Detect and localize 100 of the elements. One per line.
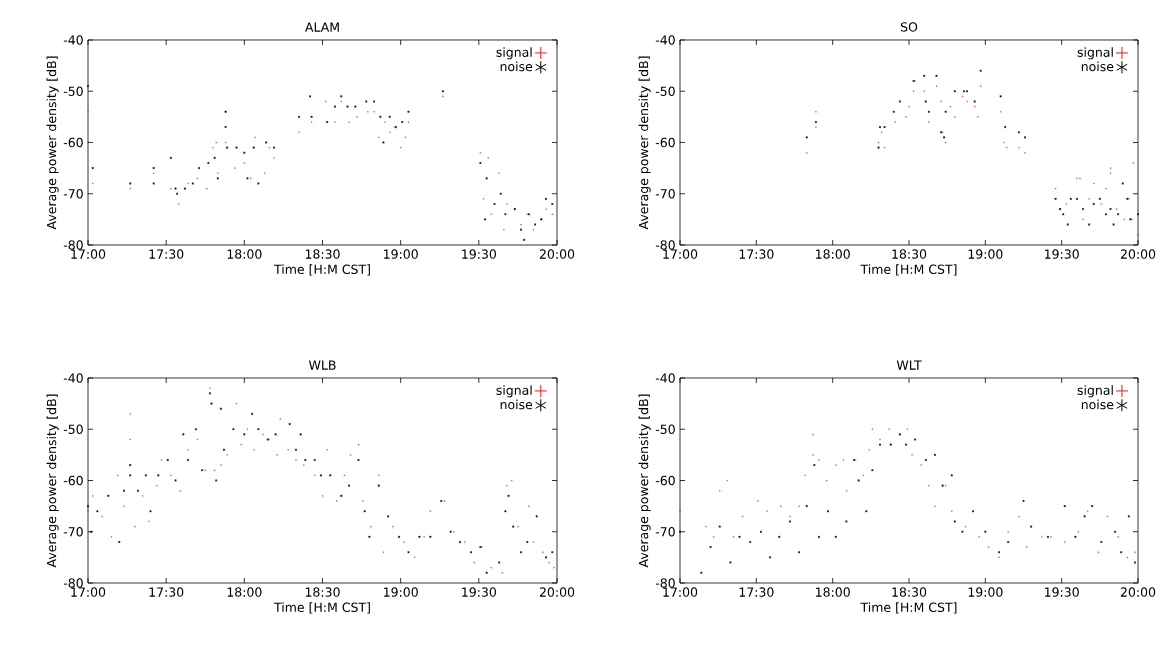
point	[933, 505, 937, 508]
y-tick-label: -60	[655, 137, 675, 148]
y-axis-title: Average power density [dB]	[46, 56, 59, 230]
point	[254, 136, 257, 139]
legend-label: signal	[1077, 385, 1113, 398]
x-tick-label: 20:00	[1120, 587, 1156, 597]
x-axis-title: Time [H:M CST]	[273, 602, 370, 614]
point	[333, 120, 337, 124]
point	[888, 428, 891, 431]
point	[177, 202, 180, 206]
point	[187, 182, 190, 185]
point	[348, 120, 351, 124]
legend-label: noise	[500, 399, 533, 410]
point	[765, 510, 769, 513]
x-tick-label: 19:00	[384, 249, 418, 259]
point	[1077, 530, 1080, 533]
point	[911, 453, 914, 456]
point	[1025, 546, 1028, 549]
point	[505, 202, 509, 206]
x-tick-label: 17:00	[663, 249, 698, 259]
point	[1092, 182, 1095, 185]
point	[152, 172, 155, 175]
point	[998, 556, 1001, 559]
point	[678, 510, 682, 513]
point	[1082, 218, 1085, 221]
point	[834, 464, 837, 467]
point	[216, 172, 219, 175]
x-tick-label: 17:00	[71, 587, 106, 597]
point	[1136, 233, 1140, 236]
point	[814, 110, 817, 113]
point	[732, 535, 735, 538]
y-tick-label: -70	[63, 527, 83, 537]
point	[520, 223, 523, 226]
chart-title: WLB	[308, 360, 336, 370]
point	[814, 126, 817, 129]
point	[1088, 197, 1091, 200]
point	[441, 95, 444, 98]
point	[987, 546, 990, 549]
chart-title: WLT	[896, 360, 922, 370]
point	[811, 433, 814, 436]
point	[366, 110, 369, 113]
point	[953, 115, 956, 118]
x-tick-label: 17:00	[71, 249, 106, 259]
point	[704, 525, 708, 528]
point	[976, 115, 979, 118]
point	[1017, 515, 1020, 518]
point	[779, 505, 782, 508]
point	[811, 453, 814, 456]
point	[212, 146, 215, 149]
point	[907, 105, 911, 108]
point	[1063, 540, 1066, 544]
point	[373, 110, 376, 113]
point	[1017, 146, 1020, 149]
point	[1065, 202, 1068, 206]
legend-label: noise	[1081, 399, 1114, 410]
y-tick-label: -50	[655, 86, 675, 96]
point	[272, 156, 276, 159]
point	[927, 120, 930, 124]
x-tick-label: 17:30	[149, 249, 184, 259]
point	[842, 458, 845, 462]
x-tick-label: 20:00	[539, 249, 575, 259]
x-tick-label: 18:30	[892, 249, 927, 259]
legend-label: noise	[1081, 61, 1114, 72]
x-tick-label: 19:30	[1045, 249, 1079, 259]
point	[263, 172, 266, 175]
point	[949, 105, 952, 108]
x-tick-label: 20:00	[1120, 249, 1156, 259]
y-axis-title: Average power density [dB]	[46, 394, 59, 568]
point	[1104, 187, 1107, 190]
point	[878, 438, 882, 441]
point	[788, 515, 791, 518]
point	[904, 115, 907, 118]
point	[868, 448, 871, 451]
point	[215, 141, 218, 144]
point	[498, 172, 501, 175]
point	[1133, 551, 1137, 554]
point	[1115, 208, 1118, 211]
x-tick-label: 18:30	[305, 249, 340, 259]
x-tick-label: 18:30	[892, 587, 927, 597]
point	[129, 187, 132, 190]
y-tick-label: -40	[63, 373, 83, 383]
chart-title: ALAM	[305, 22, 339, 32]
y-tick-label: -50	[655, 424, 675, 434]
y-tick-label: -80	[655, 240, 675, 250]
point	[1040, 535, 1043, 538]
y-tick-label: -60	[63, 475, 83, 486]
point	[1007, 530, 1010, 533]
x-tick-label: 19:30	[1045, 587, 1079, 597]
x-tick-label: 20:00	[539, 587, 575, 597]
point	[1132, 161, 1135, 165]
x-tick-label: 17:00	[663, 587, 698, 597]
x-axis-title: Time [H:M CST]	[860, 602, 957, 614]
point	[243, 161, 246, 165]
point	[1023, 151, 1027, 154]
legend-label: noise	[500, 61, 533, 72]
point	[712, 535, 715, 538]
x-tick-label: 19:00	[968, 249, 1003, 259]
point	[545, 208, 548, 211]
x-tick-label: 19:30	[462, 249, 497, 259]
point	[298, 131, 301, 134]
